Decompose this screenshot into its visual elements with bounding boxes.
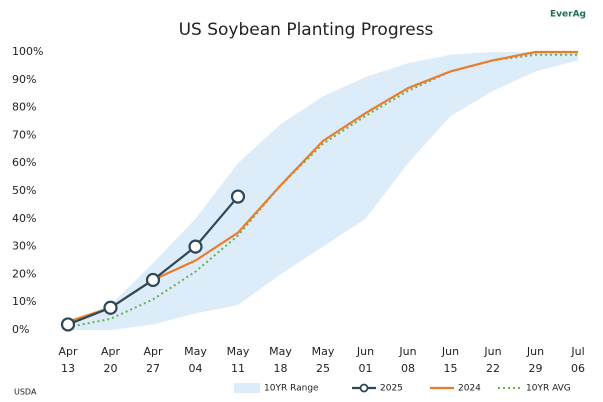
y-tick-label: 70% bbox=[12, 128, 36, 141]
legend-label: 10YR AVG bbox=[526, 384, 571, 394]
legend-swatch bbox=[234, 383, 260, 393]
series-line bbox=[67, 53, 578, 329]
legend-marker bbox=[359, 383, 369, 393]
y-tick-label: 20% bbox=[12, 267, 36, 280]
x-tick-label: Jun 01 bbox=[356, 345, 374, 375]
y-tick-label: 90% bbox=[12, 73, 36, 86]
x-tick-label: Jun 08 bbox=[398, 345, 416, 375]
marker bbox=[145, 272, 161, 288]
y-tick-label: 30% bbox=[12, 240, 36, 253]
chart-title: US Soybean Planting Progress bbox=[179, 20, 434, 40]
y-tick-label: 100% bbox=[12, 45, 43, 58]
x-tick-label: May 18 bbox=[269, 345, 292, 375]
marker bbox=[103, 300, 118, 315]
x-tick-label: Apr 27 bbox=[143, 345, 163, 375]
y-tick-label: 80% bbox=[12, 101, 36, 114]
x-tick-label: Apr 20 bbox=[101, 345, 121, 375]
legend-label: 2025 bbox=[380, 384, 403, 394]
source: USDA bbox=[14, 388, 37, 397]
x-tick-label: May 11 bbox=[227, 345, 250, 375]
x-tick-label: Jul 06 bbox=[570, 345, 585, 375]
x-tick-label: Jun 22 bbox=[483, 345, 501, 375]
y-tick-label: 0% bbox=[12, 323, 29, 336]
x-tick-label: Jun 29 bbox=[526, 345, 544, 375]
x-tick-label: Apr 13 bbox=[58, 345, 78, 375]
y-tick-label: 10% bbox=[12, 295, 36, 308]
logo: EverAg bbox=[550, 10, 586, 20]
marker bbox=[188, 239, 203, 254]
x-tick-label: May 04 bbox=[184, 345, 207, 375]
x-tick-label: May 25 bbox=[312, 345, 335, 375]
y-tick-label: 50% bbox=[12, 184, 36, 197]
range-area bbox=[68, 52, 578, 330]
y-tick-label: 40% bbox=[12, 212, 36, 225]
marker bbox=[230, 189, 246, 204]
marker bbox=[60, 317, 76, 332]
legend-label: 10YR Range bbox=[264, 384, 319, 394]
legend-label: 2024 bbox=[458, 384, 481, 394]
y-tick-label: 60% bbox=[12, 156, 36, 169]
x-tick-label: Jun 15 bbox=[441, 345, 459, 375]
